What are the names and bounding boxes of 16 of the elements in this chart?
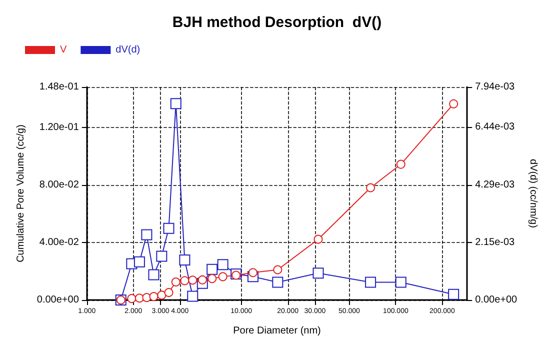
y-tick-label: 0.00e+00 [36,294,80,306]
y-tick-label: 1.48e-01 [39,82,80,92]
y2-axis-title: dV(d) (cc/nm/g) [528,159,538,228]
y-tick-label: 4.00e-02 [39,236,80,248]
y2-tick-label: 6.44e-03 [475,122,516,133]
y2-tick-label: 0.00e+00 [475,294,518,306]
y-tick-label: 8.00e-02 [39,179,80,190]
legend-label: dV(d) [116,44,140,56]
y-tick-label: 1.20e-01 [39,122,80,133]
chart-title: BJH method Desorption dV() [172,14,382,31]
y2-tick-label: 2.15e-03 [475,236,516,248]
x-axis-title: Pore Diameter (nm) [233,326,321,336]
legend-label: V [60,44,67,56]
y2-tick-label: 4.29e-03 [475,179,516,190]
y-axis-title: Cumulative Pore Volume (cc/g) [16,124,26,262]
y2-tick-label: 7.94e-03 [475,82,516,92]
